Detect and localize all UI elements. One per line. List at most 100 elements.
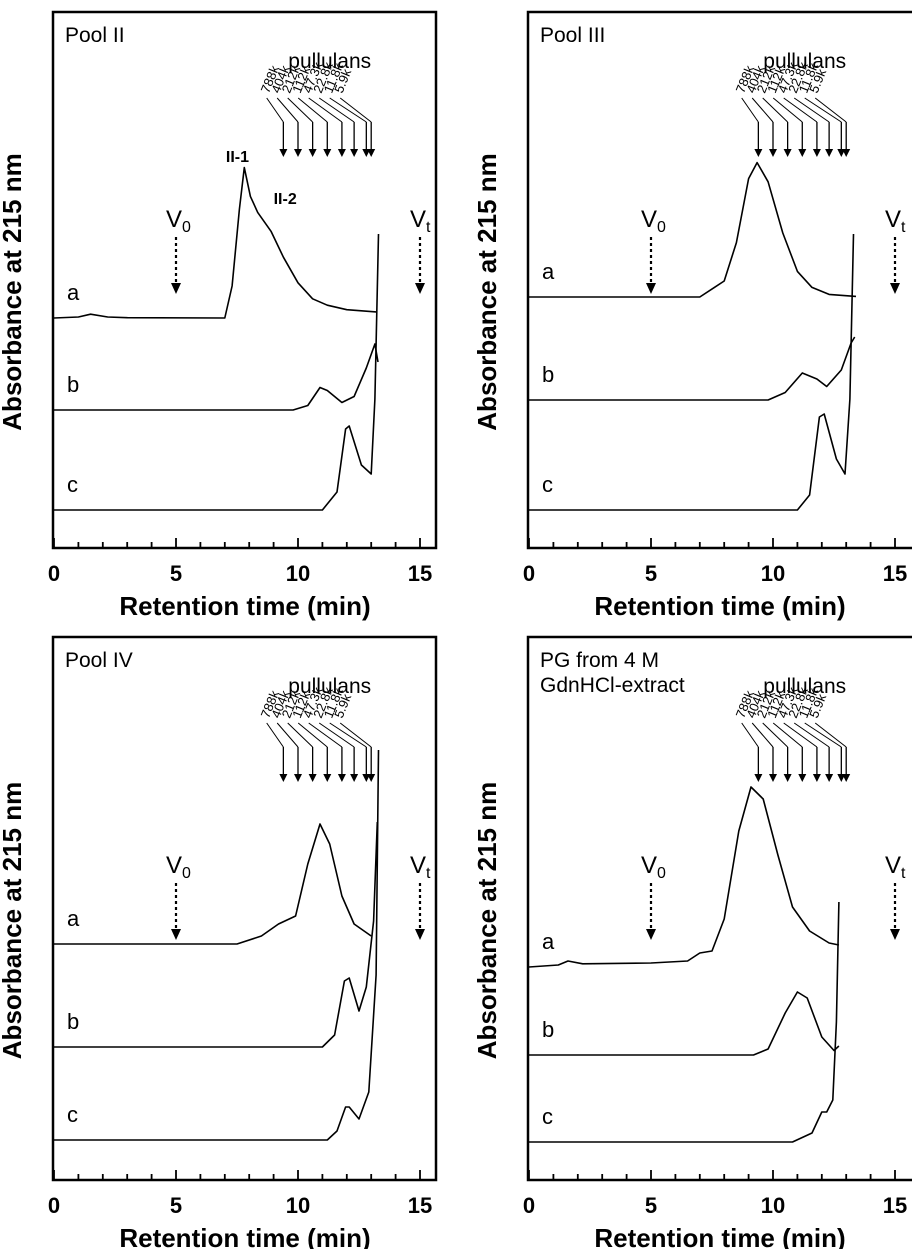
standard-leader-line bbox=[318, 97, 355, 123]
standard-arrow-head bbox=[337, 774, 346, 782]
x-axis-title: Retention time (min) bbox=[594, 591, 845, 621]
standard-arrow-head bbox=[308, 149, 317, 157]
marker-arrow-head bbox=[890, 929, 900, 940]
plot-frame bbox=[526, 635, 912, 1182]
standard-leader-line bbox=[329, 97, 367, 123]
standard-leader-line bbox=[308, 97, 343, 123]
standard-leader-line bbox=[772, 722, 803, 748]
standard-arrow-head bbox=[367, 774, 376, 782]
panel-title: PG from 4 M bbox=[540, 649, 659, 672]
x-tick-label: 10 bbox=[761, 561, 785, 586]
standard-leader-line bbox=[266, 722, 284, 748]
x-tick-label: 10 bbox=[286, 1193, 310, 1218]
marker-arrow-head bbox=[890, 283, 900, 294]
y-axis-title: Absorbance at 215 nm bbox=[0, 782, 27, 1059]
x-tick-label: 10 bbox=[761, 1193, 785, 1218]
standard-leader-line bbox=[308, 722, 343, 748]
panel-title: Pool II bbox=[65, 24, 125, 47]
trace-label-b: b bbox=[67, 1009, 79, 1034]
y-axis-title: Absorbance at 215 nm bbox=[472, 153, 502, 430]
trace-a bbox=[53, 166, 377, 319]
standard-leader-line bbox=[762, 722, 788, 748]
trace-c bbox=[54, 749, 380, 1141]
standard-arrow-head bbox=[825, 774, 834, 782]
chart-panel-1: 0 5 10 15 Retention time (min) Absorbance at … bbox=[0, 10, 438, 621]
trace-c bbox=[54, 233, 380, 511]
marker-arrow-head bbox=[646, 929, 656, 940]
panel-title: Pool III bbox=[540, 24, 605, 47]
x-tick-label: 0 bbox=[523, 1193, 535, 1218]
x-tick-label: 5 bbox=[645, 561, 657, 586]
trace-label-c: c bbox=[67, 1102, 78, 1127]
standards-label: pullulans bbox=[288, 50, 371, 73]
standard-leader-line bbox=[762, 97, 788, 123]
standard-arrow-head bbox=[812, 149, 821, 157]
trace-label-c: c bbox=[542, 472, 553, 497]
trace-b bbox=[54, 821, 379, 1048]
standard-arrow-head bbox=[279, 774, 288, 782]
trace-a bbox=[529, 161, 857, 298]
trace-label-b: b bbox=[542, 1017, 554, 1042]
x-tick-label: 5 bbox=[645, 1193, 657, 1218]
x-axis-title: Retention time (min) bbox=[119, 591, 370, 621]
x-tick-label: 15 bbox=[408, 1193, 432, 1218]
peak-label: II-1 bbox=[226, 149, 249, 166]
standard-leader-line bbox=[783, 97, 818, 123]
x-tick-label: 0 bbox=[48, 561, 60, 586]
standard-arrow-head bbox=[323, 149, 332, 157]
standard-leader-line bbox=[276, 722, 299, 748]
standard-leader-line bbox=[772, 97, 803, 123]
standard-arrow-head bbox=[279, 149, 288, 157]
x-tick-label: 0 bbox=[523, 561, 535, 586]
trace-b bbox=[54, 343, 379, 411]
standard-leader-line bbox=[804, 722, 842, 748]
trace-label-a: a bbox=[67, 906, 80, 931]
standard-arrow-head bbox=[754, 774, 763, 782]
standard-leader-line bbox=[751, 722, 774, 748]
standard-leader-line bbox=[297, 97, 328, 123]
standard-arrow-head bbox=[783, 774, 792, 782]
x-axis-title: Retention time (min) bbox=[119, 1223, 370, 1249]
standard-arrow-head bbox=[798, 774, 807, 782]
standards-label: pullulans bbox=[763, 675, 846, 698]
total-volume-label: Vt bbox=[410, 852, 431, 882]
standard-leader-line bbox=[783, 722, 818, 748]
standard-leader-line bbox=[741, 97, 759, 123]
void-volume-label: V0 bbox=[641, 206, 666, 236]
total-volume-label: Vt bbox=[410, 206, 431, 236]
total-volume-label: Vt bbox=[885, 852, 906, 882]
standard-arrow-head bbox=[812, 774, 821, 782]
standard-leader-line bbox=[287, 97, 313, 123]
standard-arrow-head bbox=[842, 149, 851, 157]
standard-leader-line bbox=[266, 97, 284, 123]
standard-arrow-head bbox=[825, 149, 834, 157]
plot-frame bbox=[51, 635, 438, 1182]
standard-arrow-head bbox=[842, 774, 851, 782]
trace-label-a: a bbox=[542, 259, 555, 284]
standard-leader-line bbox=[814, 722, 847, 748]
standard-leader-line bbox=[287, 722, 313, 748]
standard-leader-line bbox=[814, 97, 847, 123]
trace-b bbox=[529, 336, 856, 401]
trace-label-a: a bbox=[542, 929, 555, 954]
standard-leader-line bbox=[793, 97, 830, 123]
standards-label: pullulans bbox=[763, 50, 846, 73]
trace-label-b: b bbox=[67, 372, 79, 397]
chart-panel-4: 0 5 10 15 Retention time (min) Absorbance at … bbox=[472, 635, 912, 1249]
trace-label-c: c bbox=[67, 472, 78, 497]
standard-arrow-head bbox=[754, 149, 763, 157]
trace-label-a: a bbox=[67, 280, 80, 305]
trace-c bbox=[529, 233, 855, 511]
marker-arrow-head bbox=[171, 929, 181, 940]
trace-c bbox=[529, 901, 840, 1143]
x-tick-label: 15 bbox=[408, 561, 432, 586]
marker-arrow-head bbox=[646, 283, 656, 294]
standard-arrow-head bbox=[769, 149, 777, 157]
panel-title: GdnHCl-extract bbox=[540, 674, 685, 697]
standard-arrow-head bbox=[294, 774, 302, 782]
marker-arrow-head bbox=[415, 929, 425, 940]
trace-label-b: b bbox=[542, 362, 554, 387]
x-tick-label: 15 bbox=[883, 1193, 907, 1218]
standard-leader-line bbox=[329, 722, 367, 748]
trace-b bbox=[529, 991, 840, 1056]
